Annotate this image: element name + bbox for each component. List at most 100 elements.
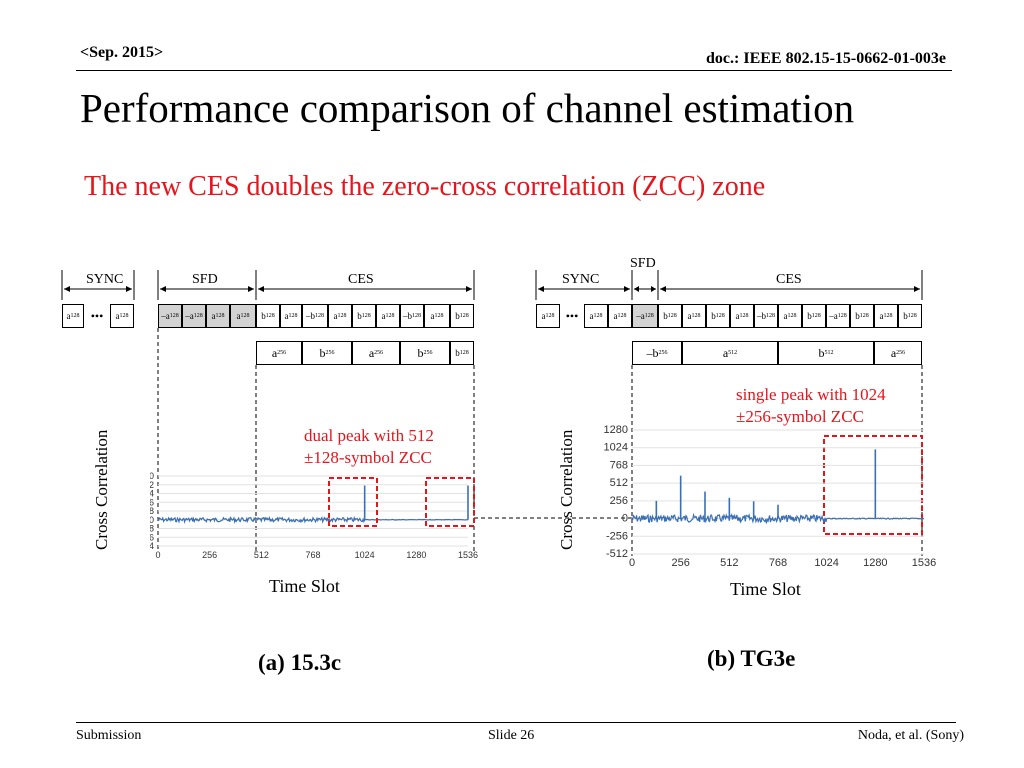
frame-b1-cell-10: a 128 [778,304,802,328]
chart-b-xtick-2: 512 [720,557,738,569]
chart-a-ytick-4: 128 [150,506,154,516]
chart-a-xtick-5: 1280 [406,550,426,560]
chart-b-ytick-4: 512 [610,477,628,489]
chart-b-xtick-5: 1280 [863,557,887,569]
caption-b: (b) TG3e [707,646,796,671]
chart-a-ytick-5: 256 [150,497,154,507]
frame-b1-cell-2: a 128 [584,304,608,328]
frame-a1-cell-14: a 128 [424,304,450,328]
sync-label-b: SYNC [562,272,600,287]
sfd-label-b: SFD [630,256,656,271]
frame-b1-cell-0: a 128 [536,304,560,328]
frame-a2-cell-3: b 256 [400,341,450,365]
slide-subtitle: The new CES doubles the zero-cross corre… [84,171,766,202]
chart-b-xtick-3: 768 [769,557,787,569]
chart-b-xtick-6: 1536 [912,557,936,569]
frame-a1-cell-5: a 128 [206,304,230,328]
chart-a-ytick-6: 384 [150,489,154,499]
caption-a: (a) 15.3c [258,650,342,675]
chart-b-ytick-5: 768 [610,459,628,471]
chart-b-ytick-1: -256 [606,530,628,542]
frame-b1-cell-5: b 128 [658,304,682,328]
ces-label-a: CES [348,272,374,287]
frame-a1-cell-4: –a 128 [182,304,206,328]
x-axis-label-b: Time Slot [730,579,801,599]
frame-a2-cell-4: b 128 [450,341,474,365]
footer-rule [76,722,956,723]
frame-a1-cell-11: b 128 [352,304,376,328]
frame-b1-cell-11: b 128 [802,304,826,328]
chart-a-xtick-0: 0 [155,550,160,560]
footer-submission: Submission [76,728,142,743]
frame-b1-cell-7: b 128 [706,304,730,328]
frame-b1-cell-9: –b 128 [754,304,778,328]
chart-a-xtick-4: 1024 [355,550,375,560]
chart-a-ytick-8: 640 [150,471,154,481]
ces-label-b: CES [776,272,802,287]
frame-b1-cell-15: b 128 [898,304,922,328]
chart-b-ytick-0: -512 [606,548,628,560]
cross-correlation-chart-a: -384-256-1280128256384512640025651276810… [150,471,478,560]
header-rule [76,70,952,71]
annotation-b: single peak with 1024 ±256-symbol ZCC [736,384,886,428]
annotation-b-line2: ±256-symbol ZCC [736,407,864,426]
frame-b2-cell-2: b 512 [778,341,874,365]
footer-authors: Noda, et al. (Sony) [857,728,964,743]
annotation-b-line1: single peak with 1024 [736,385,886,404]
chart-a-ytick-3: 0 [150,515,154,525]
frame-a1-cell-0: a 128 [62,304,84,328]
frame-a1-cell-8: a 128 [280,304,302,328]
y-axis-label-b: Cross Correlation [557,429,576,550]
chart-a-baseline [157,515,469,524]
frame-a1-cell-12: a 128 [376,304,400,328]
x-axis-label-a: Time Slot [269,576,340,596]
chart-b-ytick-3: 256 [610,495,628,507]
frame-a2-cell-2: a 256 [352,341,400,365]
frame-a1-cell-7: b 128 [256,304,280,328]
chart-b-ytick-7: 1280 [604,424,628,436]
frame-a1-cell-13: –b 128 [400,304,424,328]
frame-a2-cell-0: a 256 [256,341,302,365]
chart-a-xtick-2: 512 [254,550,269,560]
slide-title: Performance comparison of channel estima… [80,85,855,131]
cross-correlation-chart-b: -512 -256 0 256 512 768 1024 1280 0 256 512 768 1024… [604,424,937,569]
frame-b1-cell-13: b 128 [850,304,874,328]
frame-b2-cell-1: a 512 [682,341,778,365]
header-doc-id: doc.: IEEE 802.15-15-0662-01-003e [706,50,946,67]
frame-b1-cell-6: a 128 [682,304,706,328]
annotation-a: dual peak with 512 ±128-symbol ZCC [304,425,434,469]
chart-a-ytick-2: -128 [150,524,154,534]
frame-b1-cell-1: ••• [565,308,579,323]
header-date: <Sep. 2015> [80,44,164,61]
frame-b1-cell-14: a 128 [874,304,898,328]
frame-a1-cell-6: a 128 [230,304,256,328]
chart-b-ytick-2: 0 [622,513,628,525]
frame-b1-cell-3: a 128 [608,304,632,328]
footer-slide-number: Slide 26 [488,728,535,743]
frame-b1-cell-4: –a 128 [632,304,658,328]
sfd-label-a: SFD [192,272,218,287]
chart-a-ytick-7: 512 [150,480,154,490]
frame-b2-cell-3: a 256 [874,341,922,365]
chart-b-ytick-6: 1024 [604,442,628,454]
frame-a2-cell-1: b 256 [302,341,352,365]
frame-a1-cell-1: ••• [90,308,104,323]
annotation-a-line2: ±128-symbol ZCC [304,448,432,467]
chart-b-xtick-4: 1024 [814,557,838,569]
frame-a1-cell-3: –a 128 [158,304,182,328]
frame-b1-cell-8: a 128 [730,304,754,328]
frame-a1-cell-10: a 128 [328,304,352,328]
frame-a1-cell-15: b 128 [450,304,474,328]
chart-a-xtick-1: 256 [202,550,217,560]
frame-b2-cell-0: –b 256 [632,341,682,365]
sync-label-a: SYNC [86,272,124,287]
chart-b-xtick-0: 0 [629,557,635,569]
y-axis-label-a: Cross Correlation [92,429,111,550]
frame-a1-cell-2: a 128 [110,304,134,328]
frame-a1-cell-9: –b 128 [302,304,328,328]
chart-a-ytick-0: -384 [150,541,154,551]
annotation-a-line1: dual peak with 512 [304,426,434,445]
chart-a-xtick-6: 1536 [458,550,478,560]
chart-b-xtick-1: 256 [671,557,689,569]
